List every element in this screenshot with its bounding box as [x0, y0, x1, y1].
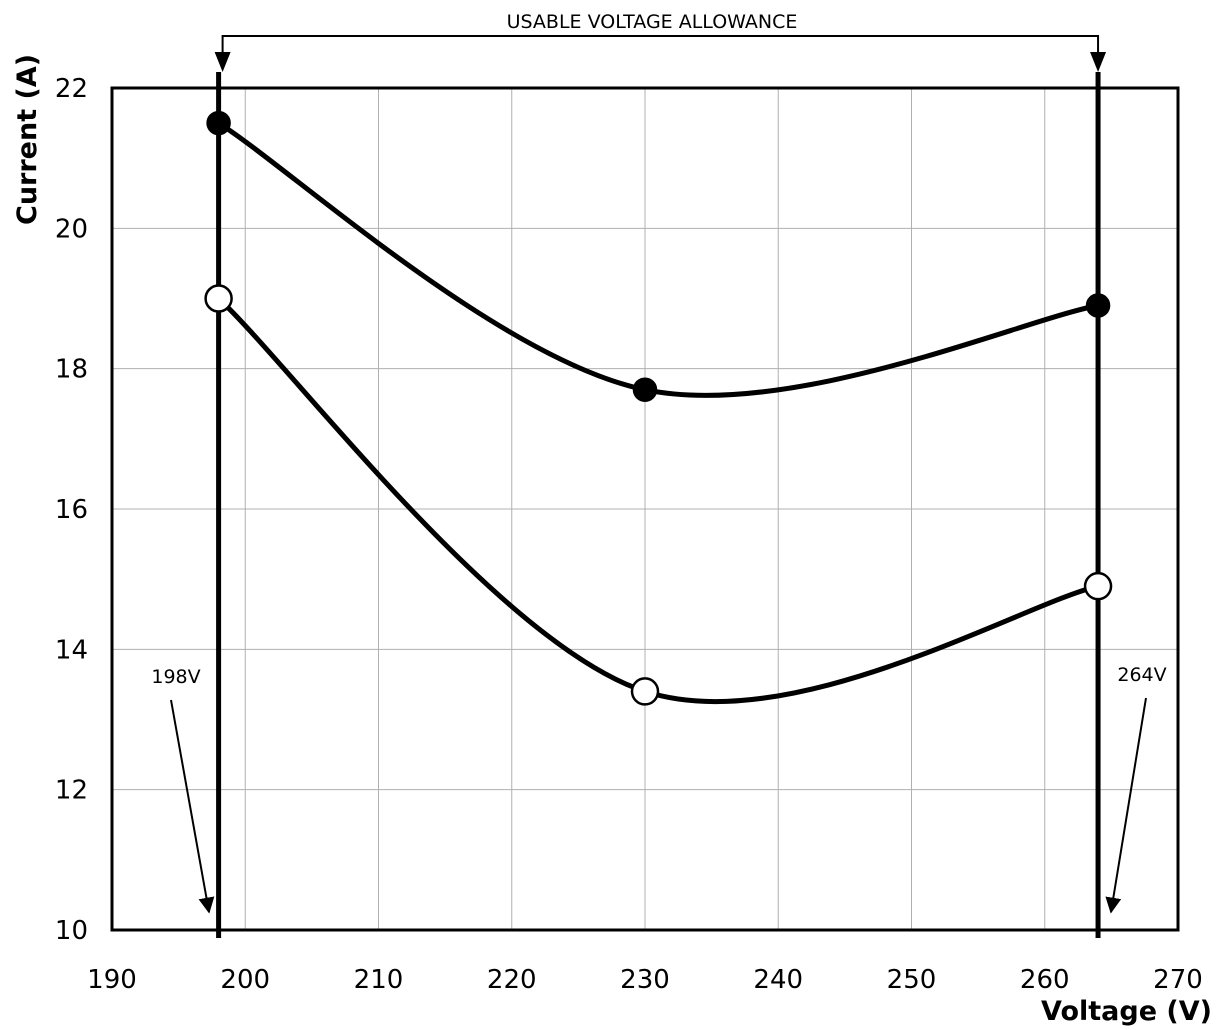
y-tick-label: 20	[55, 214, 88, 244]
y-tick-label: 16	[55, 495, 88, 525]
x-tick-label: 270	[1153, 965, 1203, 995]
y-axis-title: Current (A)	[12, 54, 43, 225]
allowance-bracket	[221, 35, 1100, 62]
y-tick-label: 22	[55, 74, 88, 104]
series-layer	[204, 110, 1113, 706]
series-2-line	[216, 296, 1101, 704]
x-tick-label: 230	[620, 965, 670, 995]
x-tick-label: 210	[354, 965, 404, 995]
x-tick-label: 200	[220, 965, 270, 995]
x-tick-label: 250	[887, 965, 937, 995]
x-tick-label: 240	[753, 965, 803, 995]
series-2-point	[1083, 571, 1113, 601]
allowance-arrow-left	[214, 52, 231, 72]
voltage-limit-lines	[170, 35, 1147, 938]
series-2-point	[630, 677, 660, 706]
y-tick-label: 10	[55, 916, 88, 946]
plot-frame	[110, 86, 1180, 932]
x-tick-labels: 190 200 210 220 230 240 250 260 270	[87, 965, 1203, 995]
y-tick-label: 14	[55, 635, 88, 665]
series-1-point	[632, 377, 658, 402]
series-1-line	[216, 120, 1101, 398]
x-tick-label: 260	[1020, 965, 1070, 995]
low-voltage-limit-label: 198V	[151, 666, 200, 688]
series-1-point	[206, 110, 231, 136]
y-tick-label: 18	[55, 355, 88, 385]
series-1-point	[1085, 293, 1111, 318]
allowance-arrow-right	[1090, 52, 1107, 72]
y-tick-labels: 10 12 14 16 18 20 22	[55, 74, 88, 946]
high-limit-pointer-arrow	[1105, 697, 1147, 914]
high-voltage-limit-label: 264V	[1117, 664, 1166, 686]
grid-lines	[111, 87, 1179, 931]
x-tick-label: 220	[487, 965, 537, 995]
x-axis-title: Voltage (V)	[1041, 996, 1212, 1027]
series-2-point	[204, 284, 233, 313]
y-tick-label: 12	[55, 776, 88, 806]
low-limit-pointer-arrow	[170, 699, 215, 914]
x-tick-label: 190	[87, 965, 137, 995]
usable-voltage-allowance-label: USABLE VOLTAGE ALLOWANCE	[507, 11, 798, 33]
